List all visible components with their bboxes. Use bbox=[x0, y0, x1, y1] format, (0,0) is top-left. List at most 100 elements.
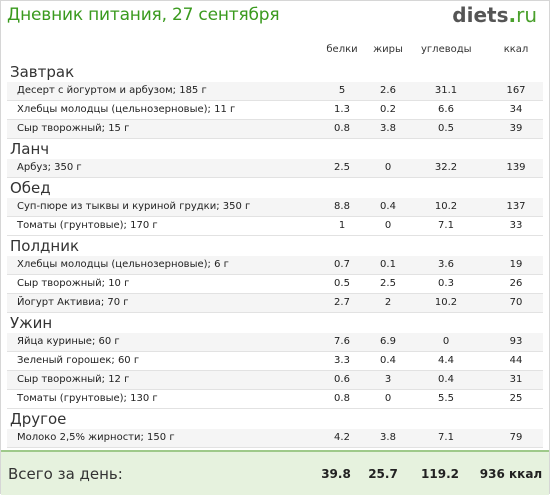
food-name: Молоко 2,5% жирности; 150 г bbox=[17, 432, 175, 443]
food-name: Сыр творожный; 12 г bbox=[17, 374, 130, 385]
food-carbs: 4.4 bbox=[438, 355, 454, 366]
food-name: Яйца куриные; 60 г bbox=[17, 336, 120, 347]
food-protein: 0.8 bbox=[334, 123, 350, 134]
meal-items: Хлебцы молодцы (цельнозерновые); 6 г 0.7 0… bbox=[7, 256, 543, 313]
diary-table: белки жиры углеводы ккал Завтрак Десерт с… bbox=[7, 42, 543, 448]
food-kcal: 25 bbox=[509, 393, 523, 404]
column-header-row: белки жиры углеводы ккал bbox=[7, 42, 543, 62]
food-row[interactable]: Молоко 2,5% жирности; 150 г 4.2 3.8 7.1 79 bbox=[7, 429, 543, 448]
site-logo[interactable]: diets.ru bbox=[452, 3, 537, 27]
food-kcal: 70 bbox=[509, 297, 523, 308]
meal-section: Ужин Яйца куриные; 60 г 7.6 6.9 0 93 Зеленый г… bbox=[7, 313, 543, 409]
column-fat: жиры bbox=[373, 44, 403, 55]
meal-section-title: Обед bbox=[10, 179, 51, 197]
meal-section: Завтрак Десерт с йогуртом и арбузом; 185 … bbox=[7, 62, 543, 139]
food-fat: 0 bbox=[384, 162, 392, 173]
food-protein: 7.6 bbox=[334, 336, 350, 347]
meal-section: Обед Суп-пюре из тыквы и куриной грудки; … bbox=[7, 178, 543, 236]
food-name: Арбуз; 350 г bbox=[17, 162, 82, 173]
food-protein: 3.3 bbox=[334, 355, 350, 366]
food-name: Йогурт Активиа; 70 г bbox=[17, 297, 129, 308]
meal-section: Ланч Арбуз; 350 г 2.5 0 32.2 139 bbox=[7, 139, 543, 178]
food-row[interactable]: Арбуз; 350 г 2.5 0 32.2 139 bbox=[7, 159, 543, 178]
food-row[interactable]: Хлебцы молодцы (цельнозерновые); 6 г 0.7 0… bbox=[7, 256, 543, 275]
food-row[interactable]: Яйца куриные; 60 г 7.6 6.9 0 93 bbox=[7, 333, 543, 352]
meal-section-title: Полдник bbox=[10, 237, 80, 255]
food-name: Десерт с йогуртом и арбузом; 185 г bbox=[17, 85, 207, 96]
food-name: Хлебцы молодцы (цельнозерновые); 6 г bbox=[17, 259, 229, 270]
column-kcal: ккал bbox=[503, 44, 529, 55]
food-name: Сыр творожный; 10 г bbox=[17, 278, 130, 289]
food-fat: 0.4 bbox=[380, 201, 396, 212]
meal-section: Другое Молоко 2,5% жирности; 150 г 4.2 3.8 7… bbox=[7, 409, 543, 448]
food-carbs: 10.2 bbox=[434, 201, 458, 212]
food-kcal: 19 bbox=[509, 259, 523, 270]
food-fat: 0 bbox=[384, 220, 392, 231]
food-row[interactable]: Томаты (грунтовые); 170 г 1 0 7.1 33 bbox=[7, 217, 543, 236]
food-protein: 0.5 bbox=[334, 278, 350, 289]
food-protein: 2.7 bbox=[334, 297, 350, 308]
food-name: Хлебцы молодцы (цельнозерновые); 11 г bbox=[17, 104, 236, 115]
food-fat: 0.1 bbox=[380, 259, 396, 270]
food-kcal: 79 bbox=[509, 432, 523, 443]
food-name: Сыр творожный; 15 г bbox=[17, 123, 130, 134]
food-kcal: 137 bbox=[506, 201, 526, 212]
meal-items: Молоко 2,5% жирности; 150 г 4.2 3.8 7.1 79 bbox=[7, 429, 543, 448]
food-carbs: 0.5 bbox=[438, 123, 454, 134]
food-protein: 0.6 bbox=[334, 374, 350, 385]
food-row[interactable]: Зеленый горошек; 60 г 3.3 0.4 4.4 44 bbox=[7, 352, 543, 371]
food-protein: 5 bbox=[338, 85, 346, 96]
food-name: Зеленый горошек; 60 г bbox=[17, 355, 140, 366]
food-carbs: 10.2 bbox=[434, 297, 458, 308]
meal-section-title: Ланч bbox=[10, 140, 50, 158]
food-row[interactable]: Десерт с йогуртом и арбузом; 185 г 5 2.6 31… bbox=[7, 82, 543, 101]
food-kcal: 33 bbox=[509, 220, 523, 231]
total-fat: 25.7 bbox=[368, 467, 398, 481]
food-fat: 3.8 bbox=[380, 123, 396, 134]
food-row[interactable]: Сыр творожный; 15 г 0.8 3.8 0.5 39 bbox=[7, 120, 543, 139]
food-fat: 0 bbox=[384, 393, 392, 404]
food-carbs: 31.1 bbox=[434, 85, 458, 96]
column-protein: белки bbox=[326, 44, 358, 55]
food-row[interactable]: Йогурт Активиа; 70 г 2.7 2 10.2 70 bbox=[7, 294, 543, 313]
meal-items: Суп-пюре из тыквы и куриной грудки; 350 … bbox=[7, 198, 543, 236]
food-kcal: 139 bbox=[506, 162, 526, 173]
food-row[interactable]: Томаты (грунтовые); 130 г 0.8 0 5.5 25 bbox=[7, 390, 543, 409]
food-protein: 1.3 bbox=[334, 104, 350, 115]
food-carbs: 5.5 bbox=[438, 393, 454, 404]
total-protein: 39.8 bbox=[321, 467, 351, 481]
food-protein: 4.2 bbox=[334, 432, 350, 443]
meal-section-title: Завтрак bbox=[10, 63, 75, 81]
food-fat: 3 bbox=[384, 374, 392, 385]
food-kcal: 39 bbox=[509, 123, 523, 134]
meal-items: Яйца куриные; 60 г 7.6 6.9 0 93 Зеленый горош… bbox=[7, 333, 543, 409]
meal-items: Арбуз; 350 г 2.5 0 32.2 139 bbox=[7, 159, 543, 178]
daily-totals: Всего за день: 39.8 25.7 119.2 936 ккал bbox=[1, 450, 549, 495]
food-fat: 2.6 bbox=[380, 85, 396, 96]
column-carbs: углеводы bbox=[421, 44, 472, 55]
food-name: Томаты (грунтовые); 170 г bbox=[17, 220, 158, 231]
food-row[interactable]: Сыр творожный; 12 г 0.6 3 0.4 31 bbox=[7, 371, 543, 390]
page-title: Дневник питания, 27 сентября bbox=[7, 5, 280, 25]
food-kcal: 26 bbox=[509, 278, 523, 289]
food-carbs: 3.6 bbox=[438, 259, 454, 270]
food-fat: 2 bbox=[384, 297, 392, 308]
food-kcal: 93 bbox=[509, 336, 523, 347]
food-name: Томаты (грунтовые); 130 г bbox=[17, 393, 158, 404]
food-row[interactable]: Сыр творожный; 10 г 0.5 2.5 0.3 26 bbox=[7, 275, 543, 294]
food-row[interactable]: Хлебцы молодцы (цельнозерновые); 11 г 1.3… bbox=[7, 101, 543, 120]
food-fat: 6.9 bbox=[380, 336, 396, 347]
food-row[interactable]: Суп-пюре из тыквы и куриной грудки; 350 … bbox=[7, 198, 543, 217]
total-carbs: 119.2 bbox=[421, 467, 459, 481]
meal-section-title: Ужин bbox=[10, 314, 53, 332]
food-kcal: 167 bbox=[506, 85, 526, 96]
food-carbs: 7.1 bbox=[438, 432, 454, 443]
logo-dot: . bbox=[508, 3, 517, 27]
food-name: Суп-пюре из тыквы и куриной грудки; 350 … bbox=[17, 201, 251, 212]
totals-label: Всего за день: bbox=[8, 465, 123, 483]
food-fat: 2.5 bbox=[380, 278, 396, 289]
food-fat: 3.8 bbox=[380, 432, 396, 443]
meal-section: Полдник Хлебцы молодцы (цельнозерновые); … bbox=[7, 236, 543, 313]
food-protein: 1 bbox=[338, 220, 346, 231]
food-fat: 0.2 bbox=[380, 104, 396, 115]
